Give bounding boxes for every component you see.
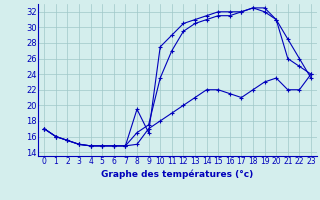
X-axis label: Graphe des températures (°c): Graphe des températures (°c) [101, 169, 254, 179]
